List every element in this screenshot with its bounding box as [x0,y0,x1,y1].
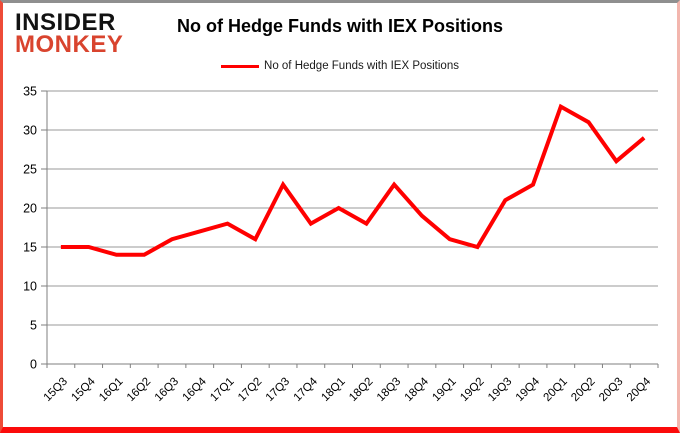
x-tick-label: 18Q2 [347,376,375,404]
y-tick-label: 0 [30,358,37,372]
y-tick-label: 30 [23,124,37,138]
chart-title: No of Hedge Funds with IEX Positions [176,16,503,36]
chart-legend: No of Hedge Funds with IEX Positions [3,60,677,72]
x-tick-label: 15Q4 [69,375,98,404]
x-tick-label: 20Q2 [569,376,597,404]
y-tick-label: 10 [23,280,37,294]
x-tick-label: 17Q4 [292,375,321,404]
y-tick-label: 20 [23,202,37,216]
x-tick-label: 17Q1 [208,376,236,404]
x-tick-label: 20Q3 [597,376,625,404]
x-tick-label: 18Q4 [403,375,432,404]
x-tick-label: 19Q1 [430,376,458,404]
x-tick-label: 18Q3 [375,376,403,404]
y-tick-label: 25 [23,163,37,177]
legend-line-swatch [221,64,260,68]
legend-label: No of Hedge Funds with IEX Positions [264,60,459,72]
x-tick-label: 16Q4 [180,375,209,404]
x-tick-label: 16Q1 [97,376,125,404]
x-tick-label: 15Q3 [42,376,70,404]
y-tick-label: 35 [23,85,37,99]
x-tick-label: 20Q4 [625,375,654,404]
x-tick-label: 18Q1 [319,376,347,404]
x-tick-label: 19Q2 [458,376,486,404]
x-tick-label: 16Q3 [153,376,181,404]
x-tick-label: 17Q2 [236,376,264,404]
logo-text-monkey: MONKEY [15,31,124,59]
insider-monkey-logo: INSIDER MONKEY [15,9,124,59]
x-tick-label: 16Q2 [125,376,153,404]
x-tick-label: 20Q1 [542,376,570,404]
y-tick-label: 15 [23,241,37,255]
x-tick-label: 19Q3 [486,376,514,404]
x-tick-label: 17Q3 [264,376,292,404]
x-tick-label: 19Q4 [514,375,543,404]
series-line-hedge-funds [60,103,646,257]
y-tick-label: 5 [30,319,37,333]
logo-text-insider: INSIDER [15,9,116,36]
